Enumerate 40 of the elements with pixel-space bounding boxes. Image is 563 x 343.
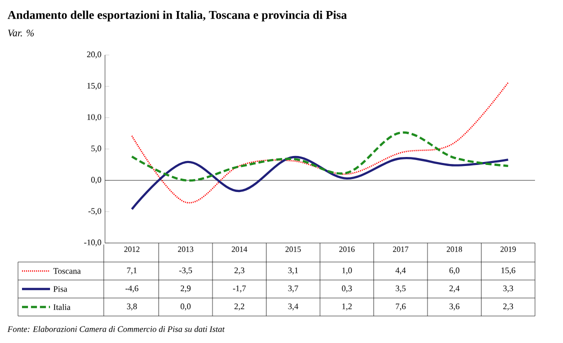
line-series [131,82,509,204]
data-label: -4,6 [125,286,138,292]
data-label: 6,0 [449,268,460,274]
y-tick-label: -5,0 [88,208,102,216]
data-label: 3,5 [396,286,406,292]
data-label: 1,2 [342,304,352,310]
data-label: 3,7 [288,286,298,292]
line-series [130,132,510,182]
data-label: 3,6 [449,304,460,310]
y-tick-label: 20,0 [87,52,102,58]
data-label: 2,9 [180,286,191,292]
line-series [130,156,510,210]
data-label: 7,1 [127,268,137,274]
data-label: 1,0 [342,268,352,274]
y-tick-label: -10,0 [84,240,102,246]
data-label: -1,7 [232,286,246,292]
y-tick-label: 15,0 [87,82,102,90]
data-label: 15,6 [501,268,516,274]
data-label: 2,3 [234,268,244,274]
y-tick-label: 0,0 [91,176,102,184]
data-label: 4,4 [396,268,406,274]
source-note: Fonte: Elaborazioni Camera di Commercio di Pisa su dati Istat [7,326,225,332]
data-label: 2,3 [503,304,514,310]
legend-label: Pisa [53,286,68,292]
data-label: 0,0 [180,304,191,310]
text: Var. % [8,30,34,36]
data-label: 2,4 [449,286,460,292]
legend-label: Italia [54,304,70,310]
legend-label: Toscana [53,268,81,274]
data-label: 2,2 [234,304,244,310]
data-label: -3,5 [179,268,192,274]
chart-title: Andamento delle esportazioni in Italia, Toscana e provincia di Pisa [8,10,347,22]
data-label: 3,8 [126,304,137,310]
data-label: 7,6 [396,304,406,310]
data-label: 3,4 [288,304,298,310]
data-label: 0,3 [342,286,352,292]
y-tick-label: 10,0 [87,114,102,122]
data-label: 3,1 [288,268,298,274]
data-label: 3,3 [503,286,514,292]
y-tick-label: 5,0 [91,146,102,152]
